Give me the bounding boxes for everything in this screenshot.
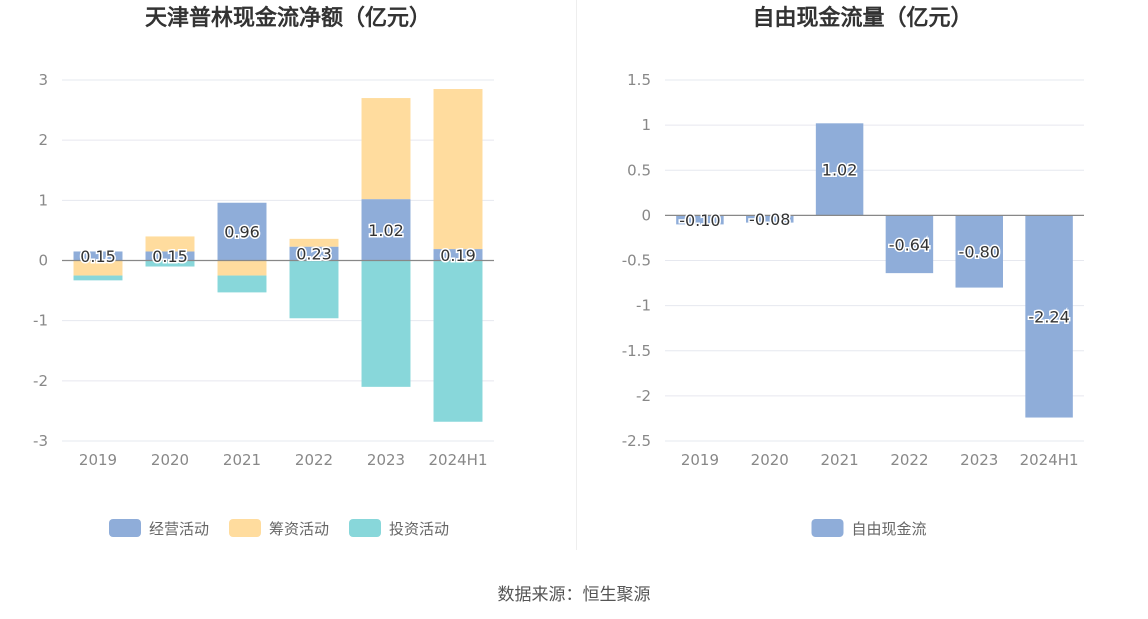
right-data-label: -0.08: [749, 210, 790, 229]
left-y-tick-label: 0: [38, 252, 48, 270]
right-y-tick-label: 0: [641, 206, 651, 224]
right-bar: [815, 123, 864, 216]
right-bar: [676, 215, 724, 225]
right-x-tick-label: 2022: [890, 451, 928, 469]
right-x-tick-label: 2024H1: [1020, 451, 1079, 469]
left-bar: [145, 260, 195, 267]
left-x-tick-label: 2021: [223, 451, 261, 469]
cash-flow-net-chart: 3 2 1 0 -1 -2 -3 2019 2020 2021 2022 2023 2024H1 0.15…: [33, 71, 494, 538]
right-chart-title: 自由现金流量（亿元）: [752, 6, 973, 31]
free-cash-flow-chart: 1.5 1 0.5 0 -0.5 -1 -1.5 -2 -2.5 2019 2020 2021 2022…: [622, 71, 1084, 538]
right-x-tick-label: 2021: [820, 451, 858, 469]
left-bar: [433, 89, 483, 250]
left-y-tick-label: -3: [33, 432, 48, 450]
left-x-tick-label: 2020: [151, 451, 189, 469]
left-bar: [145, 236, 195, 252]
right-bar: [1025, 215, 1073, 418]
right-data-label: -2.24: [1028, 307, 1069, 326]
left-bar: [217, 202, 267, 261]
right-data-label: -0.80: [959, 242, 1000, 261]
left-data-label: 0.23: [296, 245, 332, 264]
left-legend-label: 筹资活动: [269, 520, 329, 538]
left-data-label: 0.15: [152, 247, 188, 266]
left-y-tick-label: -1: [33, 312, 48, 330]
left-data-label: 0.15: [80, 247, 116, 266]
left-bar: [217, 260, 267, 276]
left-bar: [361, 260, 411, 387]
chart-divider: [576, 0, 577, 550]
left-x-tick-label: 2024H1: [429, 451, 488, 469]
right-data-label: -0.10: [679, 211, 720, 230]
right-bar: [746, 215, 794, 223]
left-x-tick-label: 2023: [367, 451, 405, 469]
left-bar: [73, 251, 123, 261]
left-data-label: 0.96: [224, 223, 260, 242]
right-data-label: 1.02: [822, 160, 858, 179]
right-bar: [955, 215, 1003, 288]
left-bar: [433, 249, 483, 261]
right-bar: [885, 215, 934, 274]
left-legend-swatch: [109, 519, 141, 537]
left-legend-swatch: [349, 519, 381, 537]
left-bar: [361, 199, 411, 261]
left-bar: [73, 260, 123, 276]
right-y-tick-label: 0.5: [627, 161, 651, 179]
left-bar: [433, 260, 483, 422]
right-y-tick-label: 1.5: [627, 71, 651, 89]
right-y-tick-label: -2: [636, 387, 651, 405]
left-y-tick-label: 3: [38, 71, 48, 89]
left-legend-label: 经营活动: [149, 520, 209, 538]
left-bar: [145, 251, 195, 261]
data-source-note: 数据来源：恒生聚源: [497, 585, 651, 605]
left-chart-title: 天津普林现金流净额（亿元）: [144, 6, 431, 31]
left-y-tick-label: 2: [38, 131, 48, 149]
right-data-label: -0.64: [889, 235, 930, 254]
left-x-tick-label: 2022: [295, 451, 333, 469]
right-y-tick-label: -1.5: [622, 342, 651, 360]
left-y-tick-label: -2: [33, 372, 48, 390]
left-bar: [289, 260, 339, 319]
left-x-tick-label: 2019: [79, 451, 117, 469]
left-bar: [217, 275, 267, 293]
left-data-label: 1.02: [368, 221, 404, 240]
left-bar: [361, 98, 411, 200]
right-y-tick-label: 1: [641, 116, 651, 134]
right-legend-swatch: [811, 519, 844, 537]
left-data-label: 0.19: [440, 246, 476, 265]
right-y-tick-label: -2.5: [622, 432, 651, 450]
left-legend-swatch: [229, 519, 261, 537]
left-bar: [73, 275, 123, 281]
right-x-tick-label: 2023: [960, 451, 998, 469]
right-x-tick-label: 2019: [681, 451, 719, 469]
right-legend-label: 自由现金流: [852, 520, 927, 538]
right-x-tick-label: 2020: [751, 451, 789, 469]
left-legend-label: 投资活动: [389, 520, 449, 538]
right-y-tick-label: -0.5: [622, 252, 651, 270]
left-bar: [289, 238, 339, 247]
left-y-tick-label: 1: [38, 191, 48, 209]
left-bar: [289, 246, 339, 261]
right-y-tick-label: -1: [636, 297, 651, 315]
